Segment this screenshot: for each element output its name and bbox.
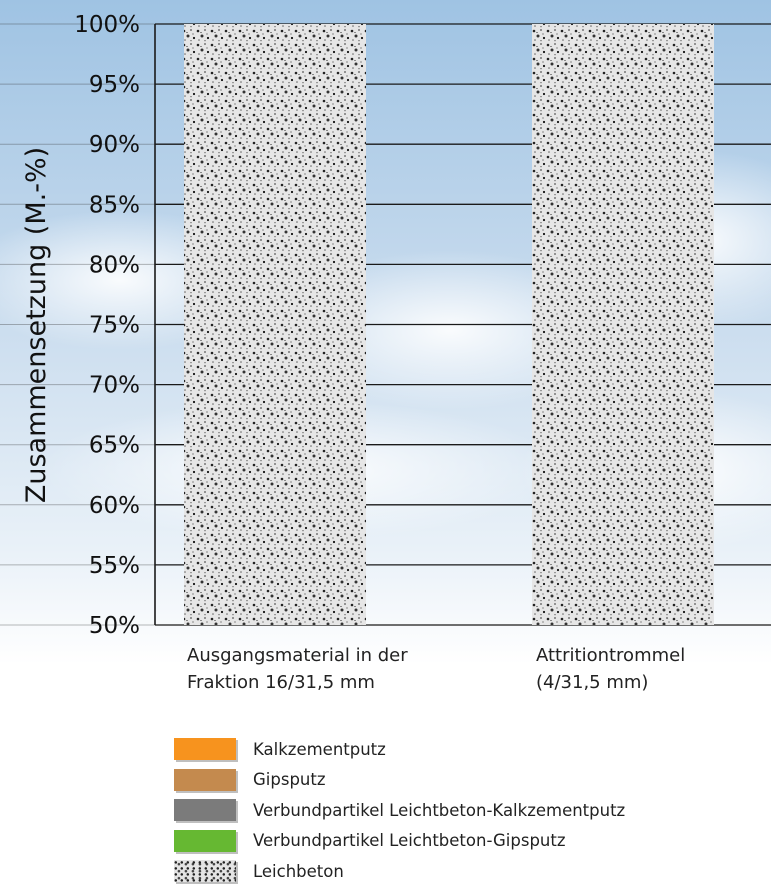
legend-swatch — [174, 799, 236, 822]
legend-swatch — [174, 738, 236, 761]
legend-item: Leichbeton — [174, 856, 625, 887]
y-tick-label: 75% — [89, 313, 140, 339]
y-tick-label: 100% — [74, 12, 140, 38]
bar-segment-leichbeton — [184, 24, 366, 625]
y-tick-label: 90% — [89, 132, 140, 158]
bars — [184, 24, 714, 625]
legend-label: Kalkzementputz — [253, 739, 386, 759]
legend-item: Verbundpartikel Leichtbeton-Gipsputz — [174, 826, 625, 857]
legend-label: Verbundpartikel Leichtbeton-Gipsputz — [253, 831, 566, 851]
y-tick-label: 80% — [89, 252, 140, 278]
x-category-label: Ausgangsmaterial in der Fraktion 16/31,5… — [187, 645, 408, 693]
legend-swatch — [174, 860, 236, 883]
legend-label: Leichbeton — [253, 861, 344, 881]
legend-swatch — [174, 829, 236, 852]
legend-label: Gipsputz — [253, 770, 326, 790]
x-category-label: Attritiontrommel (4/31,5 mm) — [536, 645, 686, 693]
legend-item: Gipsputz — [174, 765, 625, 796]
bar-segment-leichbeton — [532, 24, 714, 625]
legend-label: Verbundpartikel Leichtbeton-Kalkzementpu… — [253, 800, 626, 820]
legend: Kalkzementputz Gipsputz Verbundpartikel Le… — [174, 734, 625, 887]
y-tick-label: 65% — [89, 433, 140, 459]
y-axis-title: Zusammensetzung (M.-%) — [21, 147, 52, 503]
y-tick-label: 70% — [89, 373, 140, 399]
legend-swatch — [174, 768, 236, 791]
y-tick-label: 95% — [89, 72, 140, 98]
y-tick-label: 50% — [89, 613, 140, 639]
y-tick-label: 85% — [89, 192, 140, 218]
y-tick-label: 60% — [89, 493, 140, 519]
legend-item: Kalkzementputz — [174, 734, 625, 765]
legend-item: Verbundpartikel Leichtbeton-Kalkzementpu… — [174, 795, 625, 826]
y-tick-labels: 50% 55% 60% 65% 70% 75% 80% 85% 90% 95% 100% — [74, 12, 140, 639]
y-tick-label: 55% — [89, 553, 140, 579]
